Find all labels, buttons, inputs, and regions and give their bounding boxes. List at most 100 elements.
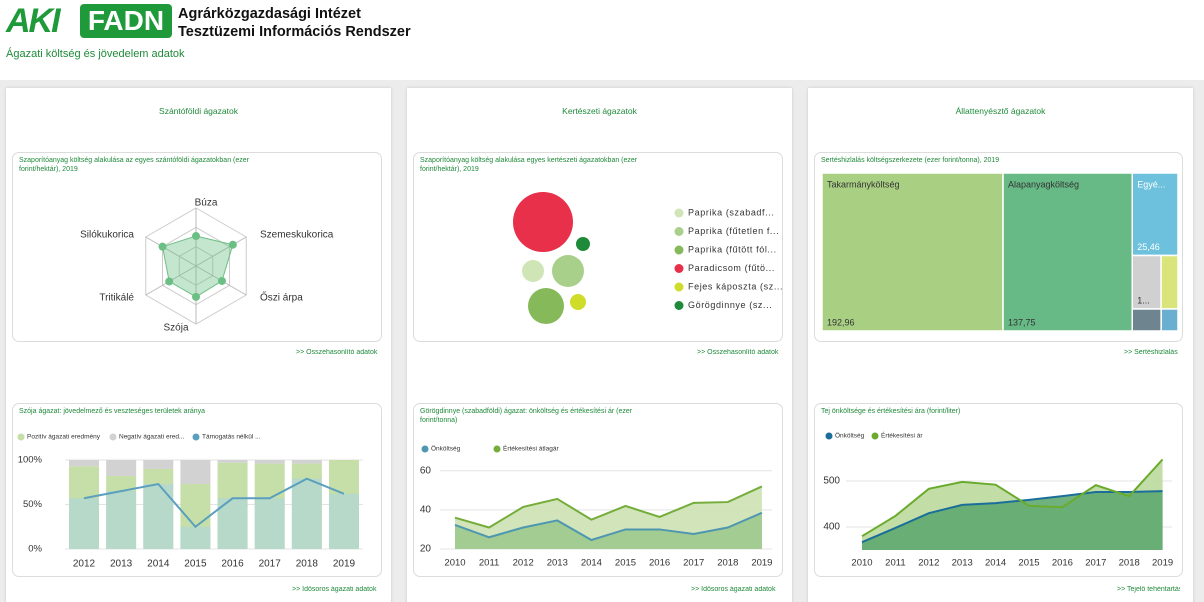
cell-value: 1... (1137, 295, 1150, 305)
y-tick-label: 0% (28, 544, 42, 555)
legend-label: Negatív ágazati ered... (119, 434, 185, 441)
line-column (254, 498, 285, 549)
cell-name: Takarmányköltség (827, 179, 900, 189)
x-tick-label: 2015 (1018, 558, 1039, 569)
legend-label: Görögdinnye (sz... (688, 300, 772, 310)
radar-point (158, 242, 167, 251)
link[interactable]: >> Összehasonlító adatok (296, 349, 378, 356)
x-tick-label: 2010 (851, 558, 872, 569)
legend-label: Paprika (fűtetlen f... (688, 226, 779, 236)
x-tick-label: 2017 (259, 559, 282, 570)
x-tick-label: 2017 (1085, 558, 1106, 569)
line (861, 458, 1164, 538)
x-tick-label: 2012 (73, 559, 96, 570)
y-tick-label: 500 (823, 476, 840, 487)
legend-marker (493, 445, 501, 453)
header: AKI FADN Agrárközgazdasági Intézet Teszt… (0, 0, 1204, 80)
radar-point (228, 240, 237, 249)
institute: Agrárközgazdasági Intézet (178, 6, 361, 22)
cell-value: 137,75 (1008, 317, 1036, 327)
legend-label: Fejes káposzta (sz... (688, 281, 783, 291)
system: Tesztüzemi Információs Rendszer (178, 24, 411, 40)
bar (254, 460, 285, 464)
card-title: Görögdinnye (szabadföldi) ágazat: önkölt… (420, 408, 633, 424)
legend-marker (109, 433, 117, 441)
x-tick-label: 2012 (918, 558, 939, 569)
x-tick-label: 2011 (479, 558, 499, 569)
x-tick-label: 2013 (952, 558, 973, 569)
legend-label: Támogatás nélkül ... (202, 434, 261, 441)
bar (217, 460, 248, 463)
bubble (570, 294, 586, 310)
link[interactable]: >> Idősoros ágazati adatok (292, 586, 377, 593)
link[interactable]: >> Összehasonlító adatok (697, 349, 779, 356)
link[interactable]: >> Sertéshizlalás (1124, 349, 1178, 356)
legend-marker (674, 245, 684, 255)
radar-axis (145, 236, 197, 267)
line-column (291, 478, 322, 549)
bar (69, 460, 99, 467)
x-tick-label: 2016 (649, 558, 670, 569)
legend-marker (421, 445, 429, 453)
x-tick-label: 2013 (547, 558, 568, 569)
line-column (328, 493, 359, 549)
treemap-cell (1131, 308, 1162, 332)
area (455, 512, 762, 549)
radar-point (165, 277, 174, 286)
legend-marker (674, 208, 684, 218)
radar-point (192, 232, 200, 241)
panel-title: Állattenyésztő ágazatok (955, 106, 1046, 116)
legend-marker (674, 301, 684, 310)
radar-label: Búza (195, 198, 218, 209)
x-tick-label: 2019 (1152, 558, 1173, 569)
radar-label: Tritikálé (99, 293, 134, 304)
radar-area (161, 235, 234, 298)
y-tick-label: 60 (420, 465, 432, 476)
legend-label: Értékesítési átlagár (503, 444, 559, 453)
bubble (552, 255, 584, 287)
treemap-cell (1160, 254, 1179, 310)
y-tick-label: 40 (420, 505, 432, 516)
card-title: Sertéshizlalás költségszerkezete (ezer f… (821, 157, 1000, 164)
line (454, 511, 763, 542)
card: Szaporítóanyag költség alakulása egyes k… (413, 152, 783, 342)
legend-marker (17, 433, 25, 441)
x-tick-label: 2018 (717, 558, 738, 569)
x-tick-label: 2012 (513, 558, 534, 569)
card-title: Szója ágazat: jövedelmező és veszteséges… (19, 408, 205, 415)
x-tick-label: 2016 (221, 559, 244, 570)
legend-marker (825, 432, 833, 440)
legend-label: Paprika (fűtött fól... (688, 244, 777, 254)
x-tick-label: 2014 (581, 558, 602, 569)
x-tick-label: 2010 (444, 558, 465, 569)
logo-fadn: FADN (80, 4, 172, 38)
card-title: Szaporítóanyag költség alakulása egyes k… (420, 157, 638, 173)
treemap-cell (821, 172, 1004, 332)
panel-title: Kertészeti ágazatok (562, 106, 637, 116)
line-column (143, 484, 174, 549)
cell-value: 192,96 (827, 317, 855, 327)
cell-name: Egyé... (1137, 179, 1165, 189)
link[interactable]: >> Tejelő tehéntartás (1117, 586, 1180, 593)
x-tick-label: 2014 (985, 558, 1006, 569)
link[interactable]: >> Idősoros ágazati adatok (691, 586, 776, 593)
line-column (69, 498, 99, 549)
legend-label: Értékesítési ár (881, 431, 923, 440)
bar (143, 460, 174, 469)
x-tick-label: 2013 (110, 559, 133, 570)
x-tick-label: 2019 (333, 559, 356, 570)
area (862, 491, 1163, 550)
line (83, 477, 345, 529)
x-tick-label: 2015 (184, 559, 207, 570)
line-column (106, 491, 137, 549)
legend-marker (674, 264, 684, 273)
bar (106, 460, 137, 477)
treemap-cell (1160, 308, 1179, 332)
logo-aki: AKI (6, 2, 61, 40)
x-tick-label: 2018 (296, 559, 319, 570)
line-column (180, 526, 211, 549)
subtitle[interactable]: Ágazati költség és jövedelem adatok (6, 48, 185, 60)
legend-label: Paprika (szabadf... (688, 207, 774, 217)
